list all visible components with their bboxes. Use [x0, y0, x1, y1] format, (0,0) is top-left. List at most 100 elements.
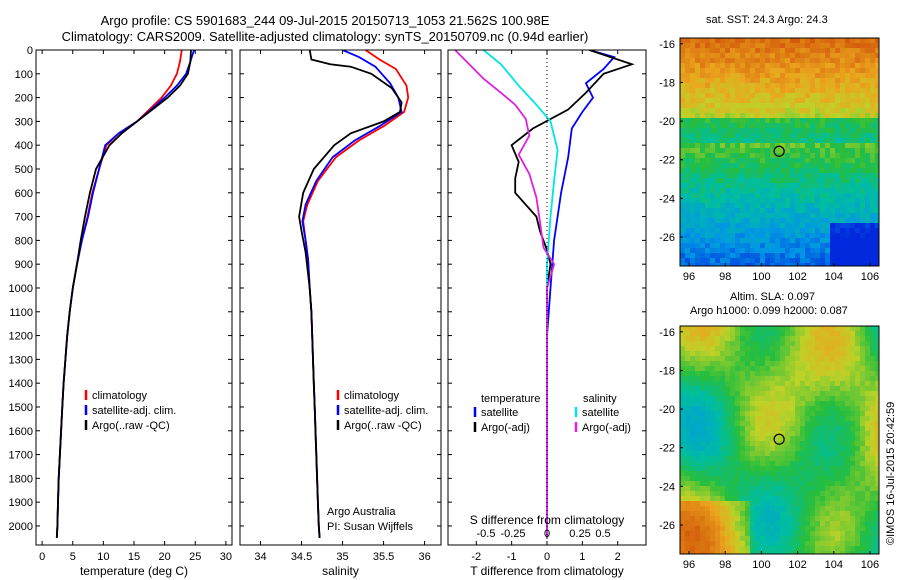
map-cell — [780, 98, 785, 103]
map-cell — [820, 93, 825, 98]
map-cell — [730, 168, 735, 173]
map-cell — [805, 421, 810, 426]
map-cell — [715, 53, 720, 58]
map-cell — [695, 341, 700, 346]
map-cell — [745, 73, 750, 78]
map-cell — [715, 496, 720, 501]
map-x-tick-label: 102 — [788, 559, 806, 571]
s-tick-label: 0 — [544, 528, 550, 540]
map-cell — [805, 128, 810, 133]
map-cell — [830, 43, 835, 48]
map-cell — [735, 193, 740, 198]
map-cell — [870, 436, 875, 441]
map-cell — [820, 551, 825, 554]
map-cell — [725, 133, 730, 138]
map-cell — [850, 258, 855, 263]
map-cell — [825, 193, 830, 198]
map-cell — [870, 506, 875, 511]
map-cell — [695, 243, 700, 248]
map-cell — [855, 546, 860, 551]
x-tick-label: 1 — [579, 551, 585, 563]
map-cell — [835, 118, 840, 123]
map-cell — [700, 63, 705, 68]
map-cell — [845, 188, 850, 193]
map-cell — [845, 143, 850, 148]
map-cell — [690, 73, 695, 78]
map-cell — [810, 123, 815, 128]
map-cell — [835, 421, 840, 426]
map-cell — [735, 326, 740, 331]
map-cell — [740, 178, 745, 183]
map-cell — [775, 506, 780, 511]
map-cell — [775, 446, 780, 451]
map-cell — [760, 118, 765, 123]
map-cell — [775, 208, 780, 213]
map-cell — [810, 356, 815, 361]
map-cell — [685, 541, 690, 546]
map-cell — [775, 551, 780, 554]
map-cell — [765, 426, 770, 431]
map-cell — [775, 218, 780, 223]
map-cell — [875, 451, 879, 456]
map-cell — [770, 108, 775, 113]
map-cell — [875, 336, 879, 341]
map-cell — [785, 218, 790, 223]
map-cell — [730, 331, 735, 336]
map-cell — [875, 188, 879, 193]
map-cell — [750, 351, 755, 356]
map-cell — [735, 58, 740, 63]
map-cell — [690, 43, 695, 48]
map-cell — [790, 406, 795, 411]
map-cell — [745, 58, 750, 63]
map-cell — [755, 243, 760, 248]
map-cell — [730, 486, 735, 491]
map-cell — [825, 118, 830, 123]
map-cell — [705, 471, 710, 476]
map-cell — [765, 158, 770, 163]
map-cell — [765, 203, 770, 208]
map-cell — [710, 461, 715, 466]
map-cell — [685, 43, 690, 48]
map-cell — [825, 63, 830, 68]
map-cell — [745, 163, 750, 168]
map-cell — [870, 128, 875, 133]
map-cell — [795, 98, 800, 103]
map-cell — [810, 511, 815, 516]
map-cell — [790, 173, 795, 178]
map-cell — [850, 421, 855, 426]
map-cell — [685, 336, 690, 341]
map-cell — [870, 253, 875, 258]
map-cell — [845, 346, 850, 351]
map-cell — [685, 153, 690, 158]
map-cell — [685, 133, 690, 138]
map-cell — [830, 138, 835, 143]
map-cell — [725, 421, 730, 426]
map-cell — [860, 128, 865, 133]
map-cell — [770, 158, 775, 163]
map-cell — [785, 411, 790, 416]
map-cell — [865, 43, 870, 48]
map-cell — [845, 476, 850, 481]
map-cell — [735, 471, 740, 476]
map-cell — [855, 58, 860, 63]
series-line-salinity-2 — [298, 50, 403, 538]
map-cell — [785, 198, 790, 203]
map-cell — [790, 158, 795, 163]
map-cell — [785, 341, 790, 346]
map-cell — [775, 93, 780, 98]
map-cell — [705, 83, 710, 88]
map-cell — [720, 38, 725, 43]
map-cell — [760, 68, 765, 73]
map-cell — [770, 128, 775, 133]
map-cell — [730, 178, 735, 183]
map-cell — [750, 143, 755, 148]
map-cell — [765, 361, 770, 366]
map-cell — [825, 218, 830, 223]
map-cell — [860, 406, 865, 411]
map-cell — [800, 93, 805, 98]
map-cell — [790, 351, 795, 356]
map-cell — [835, 521, 840, 526]
map-cell — [835, 188, 840, 193]
legend-label: Argo(-adj) — [582, 422, 631, 434]
map-cell — [850, 248, 855, 253]
